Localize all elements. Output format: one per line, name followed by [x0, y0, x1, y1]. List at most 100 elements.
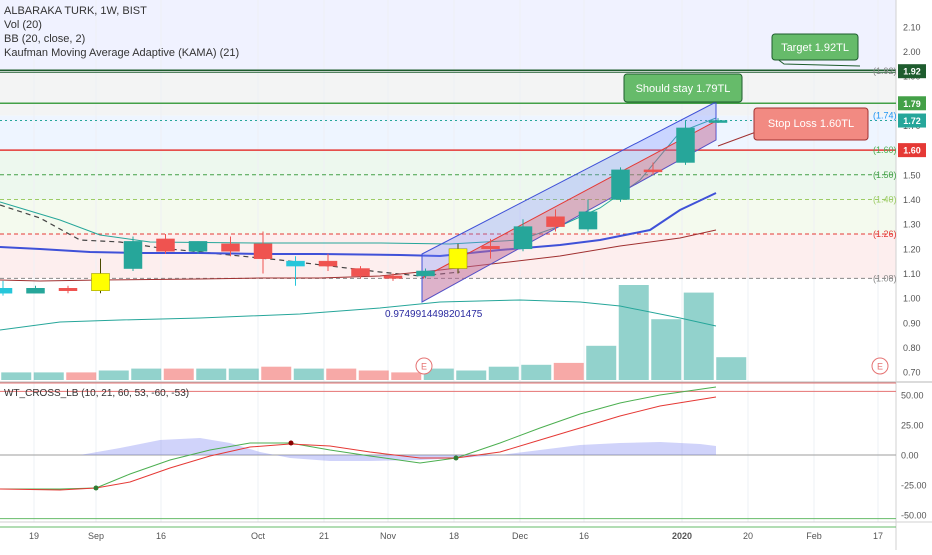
price-tick-label: 1.10 — [903, 269, 921, 279]
stop-pointer — [717, 131, 757, 147]
volume-bar — [358, 370, 389, 380]
time-tick-label: 16 — [156, 531, 166, 541]
price-tick-label: 1.40 — [903, 195, 921, 205]
volume-bar — [521, 364, 552, 380]
volume-bar — [651, 319, 682, 380]
volume-bar — [228, 368, 259, 380]
volume-bar — [553, 362, 584, 380]
price-badge-box — [898, 143, 926, 158]
volume-bar — [456, 370, 487, 380]
candle-body — [611, 169, 630, 200]
low-value-label: 0.9749914498201475 — [385, 309, 483, 320]
volume-bar — [98, 370, 129, 380]
fib-level-label: (1.92) — [873, 66, 897, 76]
time-tick-label: 20 — [743, 531, 753, 541]
time-tick-label: 16 — [579, 531, 589, 541]
volume-bar — [618, 285, 649, 380]
fib-level-label: (1.50) — [873, 170, 897, 180]
candle-body — [546, 216, 565, 227]
earnings-marker — [871, 357, 889, 375]
symbol-title[interactable]: ALBARAKA TURK, 1W, BIST — [4, 5, 147, 17]
bg-zone-1 — [0, 71, 896, 116]
volume-bar — [683, 292, 714, 380]
earnings-marker — [415, 357, 433, 375]
candle-body — [156, 238, 175, 252]
kama-line — [0, 192, 717, 258]
volume-bar — [423, 368, 454, 380]
candle-body — [58, 288, 78, 291]
time-tick-label: Oct — [251, 531, 266, 541]
legend-bollinger[interactable]: BB (20, close, 2) — [4, 33, 86, 45]
candle-body — [448, 248, 468, 269]
candle-body — [221, 243, 240, 252]
price-badge-label: 1.92 — [903, 67, 921, 77]
candle-body — [318, 260, 338, 267]
price-badge-box — [898, 96, 926, 111]
candle-body — [708, 120, 728, 123]
candle-body — [643, 169, 663, 173]
oscillator-legend[interactable]: WT_CROSS_LB (10, 21, 60, 53, -60, -53) — [4, 388, 190, 399]
osc-cross-dot — [288, 440, 294, 446]
price-badge-label: 1.79 — [903, 99, 921, 109]
legend-volume[interactable]: Vol (20) — [4, 19, 42, 31]
volume-bar — [1, 372, 32, 380]
target-box — [771, 33, 859, 61]
osc-cross-dot — [93, 485, 99, 491]
volume-bar — [33, 372, 64, 380]
time-tick-label: Nov — [380, 531, 397, 541]
price-badge: 1.92 — [898, 64, 926, 79]
bg-zone-4 — [0, 199, 896, 234]
stay-text: Should stay 1.79TL — [636, 83, 731, 95]
price-tick-label: 0.90 — [903, 318, 921, 328]
time-tick-label: 17 — [873, 531, 883, 541]
price-tick-label: 0.80 — [903, 343, 921, 353]
time-tick-label: 19 — [29, 531, 39, 541]
price-tick-label: 2.10 — [903, 22, 921, 32]
candle-body — [578, 211, 598, 230]
time-tick-label: 2020 — [672, 531, 692, 541]
price-tick-label: 0.70 — [903, 368, 921, 378]
target-text: Target 1.92TL — [781, 42, 849, 54]
candle-body — [188, 241, 208, 252]
fib-level-label: (1.08) — [873, 273, 897, 283]
osc-tick-label: 50.00 — [901, 391, 924, 401]
price-tick-label: 2.00 — [903, 47, 921, 57]
price-badge-label: 1.60 — [903, 146, 921, 156]
candle-body — [676, 127, 695, 163]
candle-body — [253, 243, 273, 259]
time-tick-label: Sep — [88, 531, 104, 541]
channel-lower-half — [422, 121, 716, 302]
osc-wt1-line — [0, 386, 717, 490]
candle-body — [123, 241, 143, 269]
candle-body — [26, 288, 45, 294]
osc-cross-dot — [453, 455, 459, 461]
target-callout: Target 1.92TL — [771, 33, 861, 67]
stay-box — [623, 73, 743, 103]
candle-body — [351, 268, 370, 277]
candle-body — [0, 288, 13, 294]
osc-tick-label: 25.00 — [901, 421, 924, 431]
volume-bar — [586, 345, 617, 380]
volume-bar — [131, 368, 162, 380]
legend-kama[interactable]: Kaufman Moving Average Adaptive (KAMA) (… — [4, 47, 240, 59]
volume-bar — [326, 368, 357, 380]
osc-wt2-line — [0, 396, 717, 491]
volume-bar — [261, 366, 292, 380]
volume-bar — [716, 357, 747, 380]
channel-midline — [421, 120, 717, 279]
indicator-legend: ALBARAKA TURK, 1W, BIST Vol (20) BB (20,… — [4, 4, 239, 60]
bb-upper-band — [0, 117, 717, 245]
price-tick-label: 1.00 — [903, 294, 921, 304]
fib-level-label: (1.60) — [873, 145, 897, 155]
volume-bar — [66, 372, 97, 380]
price-tick-label: 1.30 — [903, 220, 921, 230]
price-tick-label: 1.20 — [903, 244, 921, 254]
time-tick-label: Feb — [806, 531, 822, 541]
time-tick-label: 21 — [319, 531, 329, 541]
bg-zone-2 — [0, 115, 896, 151]
osc-tick-label: 0.00 — [901, 451, 919, 461]
candle-body — [481, 246, 500, 250]
bg-bottom-zone — [0, 278, 896, 382]
